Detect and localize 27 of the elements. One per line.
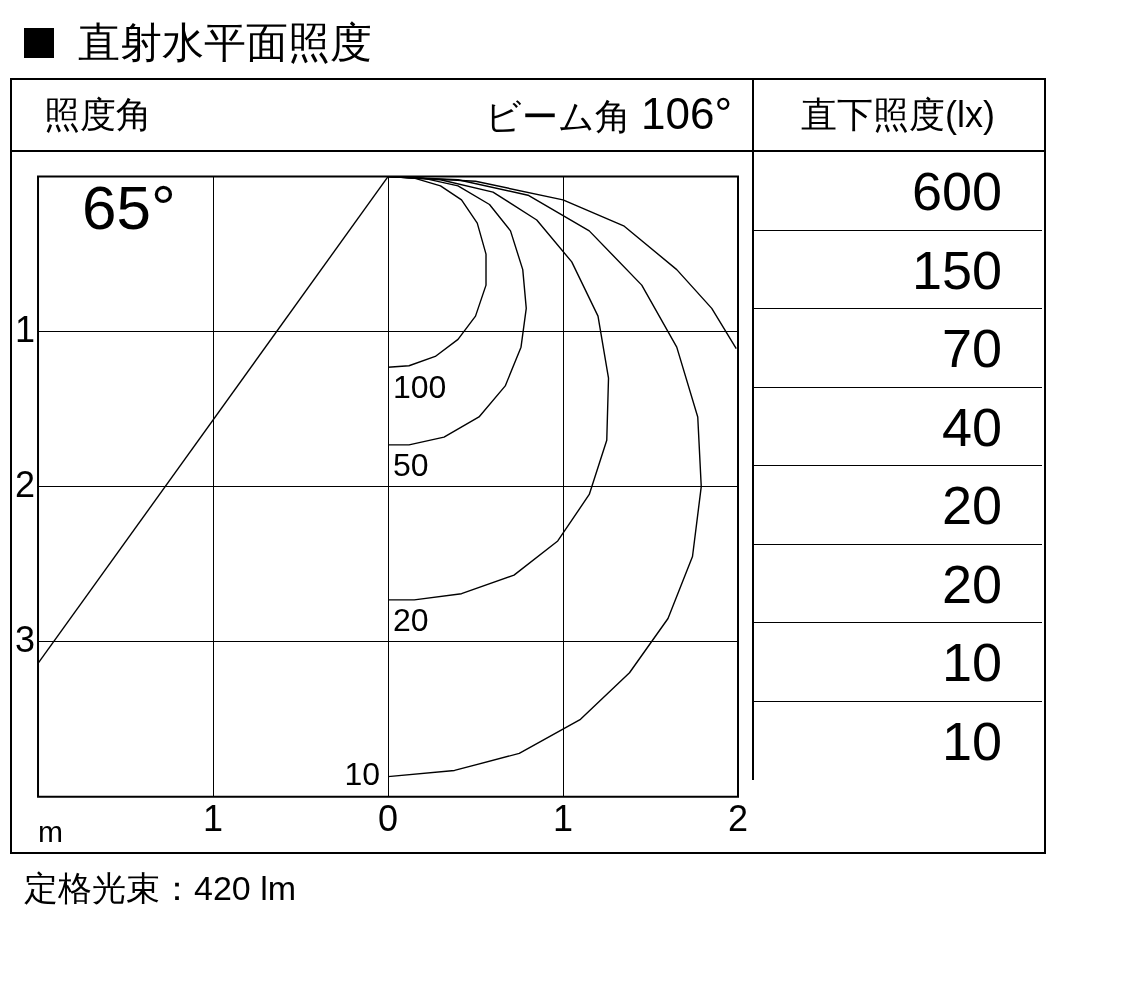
series-label: 100 <box>393 369 447 406</box>
data-label: 10 <box>754 623 1042 702</box>
data-label: 150 <box>754 230 1042 309</box>
series-label: 50 <box>393 446 429 483</box>
text: 定格光束：420 lm <box>24 868 298 909</box>
data-label: 20 <box>754 544 1042 623</box>
y-tick-label: 3 <box>14 618 36 660</box>
y-tick-label: 2 <box>14 463 36 505</box>
data-label: 600 <box>754 152 1042 231</box>
y-tick-label: 1 <box>14 308 36 350</box>
data-label: 10 <box>940 709 1003 773</box>
data-label: 70 <box>754 309 1042 388</box>
x-tick-label: 1 <box>552 798 574 840</box>
x-axis-title: m <box>38 815 64 849</box>
annotation: 65° <box>82 172 176 243</box>
text: 照度角 <box>44 92 152 137</box>
x-tick-label: 1 <box>203 798 224 840</box>
x-tick-label: 2 <box>727 798 749 840</box>
data-label: 20 <box>754 466 1042 545</box>
text: 106° <box>640 88 732 138</box>
chart-title: 直射水平面照度 <box>78 18 372 68</box>
text: 直下照度(lx) <box>752 80 1042 150</box>
data-label: 40 <box>754 387 1042 466</box>
series-label: 10 <box>344 756 381 793</box>
text: ビーム角 <box>484 95 631 137</box>
x-tick-label: 0 <box>378 798 399 840</box>
series-label: 20 <box>393 601 429 638</box>
